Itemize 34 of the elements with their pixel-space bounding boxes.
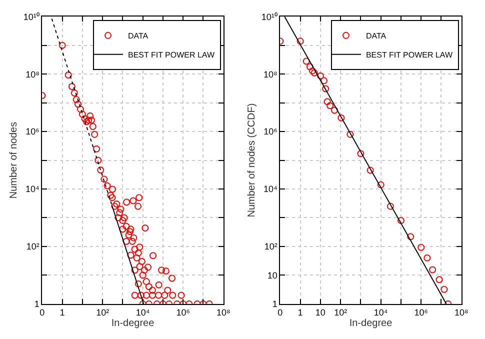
x-tick-label: 10⁸ — [454, 308, 468, 318]
x-axis-title: In-degree — [111, 318, 155, 330]
y-tick-label: 1 — [272, 299, 278, 310]
x-tick-label: 0 — [278, 308, 283, 318]
y-tick-label: 10² — [26, 242, 40, 252]
x-tick-label: 10⁶ — [414, 308, 428, 318]
legend-label: DATA — [366, 32, 387, 41]
y-axis-title: Number of nodes (CCDF) — [246, 103, 258, 218]
x-tick-label: 1 — [60, 308, 65, 318]
y-tick-label: 10⁴ — [25, 184, 40, 194]
x-tick-label: 10² — [96, 308, 110, 318]
x-tick-label: 1 — [298, 308, 303, 318]
x-tick-label: 0 — [40, 308, 45, 318]
y-tick-label: 1 — [34, 299, 40, 310]
y-tick-label: 10⁴ — [263, 184, 278, 194]
y-tick-label: 10⁸ — [26, 69, 40, 80]
legend-label: BEST FIT POWER LAW — [366, 50, 453, 60]
y-tick-label: 10² — [264, 242, 278, 252]
x-tick-label: 10⁴ — [374, 308, 388, 318]
legend-label: DATA — [128, 32, 149, 41]
x-axis-title: In-degree — [349, 318, 393, 330]
legend-label: BEST FIT POWER LAW — [128, 50, 215, 60]
y-tick-label: 10⁶ — [26, 126, 40, 137]
y-tick-label: 10 — [267, 270, 278, 280]
x-tick-label: 10⁴ — [136, 308, 150, 318]
x-tick-label: 10⁸ — [216, 308, 230, 318]
y-tick-label: 10¹⁰ — [261, 12, 278, 22]
x-tick-label: 10⁶ — [176, 308, 190, 318]
y-axis-title: Number of nodes — [8, 122, 20, 199]
y-tick-label: 10⁶ — [264, 126, 278, 137]
y-tick-label: 10⁸ — [264, 69, 278, 80]
y-tick-label: 10¹⁰ — [23, 12, 40, 22]
x-tick-label: 10 — [315, 308, 326, 318]
x-tick-label: 10² — [334, 308, 348, 318]
